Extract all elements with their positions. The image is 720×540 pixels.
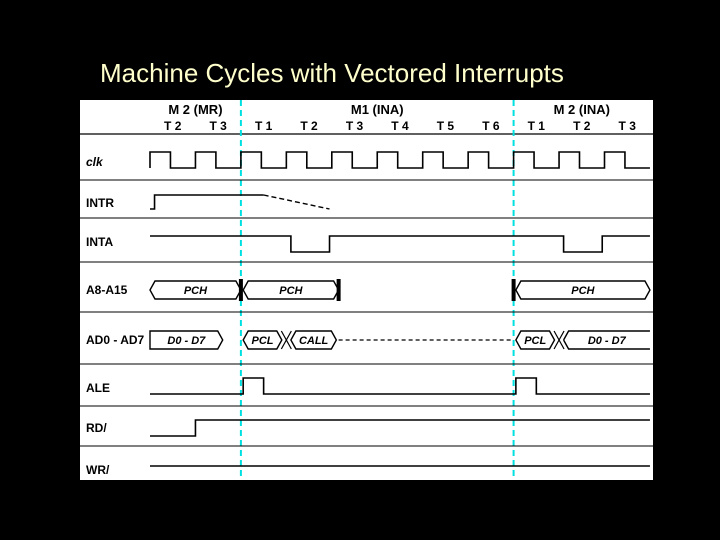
svg-text:CALL: CALL (299, 335, 329, 347)
svg-text:T 6: T 6 (482, 119, 500, 133)
timing-svg: M 2 (MR) M1 (INA) M 2 (INA) T 2 T 3 T 1 T 2 T 3… (80, 100, 653, 480)
svg-text:T 3: T 3 (619, 119, 637, 133)
svg-text:T 2: T 2 (300, 119, 318, 133)
svg-text:D0 - D7: D0 - D7 (588, 335, 627, 347)
signal-label-ad0ad7: AD0 - AD7 (86, 333, 145, 347)
timing-diagram: M 2 (MR) M1 (INA) M 2 (INA) T 2 T 3 T 1 T 2 T 3… (80, 100, 653, 480)
signal-label-inta: INTA (86, 235, 113, 249)
svg-text:T 5: T 5 (437, 119, 455, 133)
svg-text:T 1: T 1 (255, 119, 273, 133)
signal-label-a8a15: A8-A15 (86, 283, 128, 297)
svg-text:M1 (INA): M1 (INA) (351, 102, 404, 117)
svg-text:T 1: T 1 (528, 119, 546, 133)
svg-text:PCL: PCL (251, 335, 273, 347)
signal-label-clk: clk (86, 155, 104, 169)
svg-text:PCH: PCH (279, 285, 303, 297)
signal-label-ale: ALE (86, 381, 110, 395)
signal-label-rd: RD/ (86, 421, 107, 435)
signal-label-intr: INTR (86, 196, 114, 210)
svg-text:T 3: T 3 (346, 119, 364, 133)
svg-text:T 2: T 2 (164, 119, 182, 133)
svg-text:D0 - D7: D0 - D7 (167, 335, 206, 347)
svg-text:T 2: T 2 (573, 119, 591, 133)
svg-text:PCH: PCH (571, 285, 595, 297)
svg-text:T 4: T 4 (391, 119, 409, 133)
svg-text:PCH: PCH (184, 285, 208, 297)
signal-label-wr: WR/ (86, 463, 110, 477)
svg-text:M 2 (INA): M 2 (INA) (554, 102, 610, 117)
svg-text:T 3: T 3 (210, 119, 228, 133)
svg-text:M 2 (MR): M 2 (MR) (168, 102, 222, 117)
slide-title: Machine Cycles with Vectored Interrupts (100, 58, 564, 89)
svg-text:PCL: PCL (524, 335, 546, 347)
